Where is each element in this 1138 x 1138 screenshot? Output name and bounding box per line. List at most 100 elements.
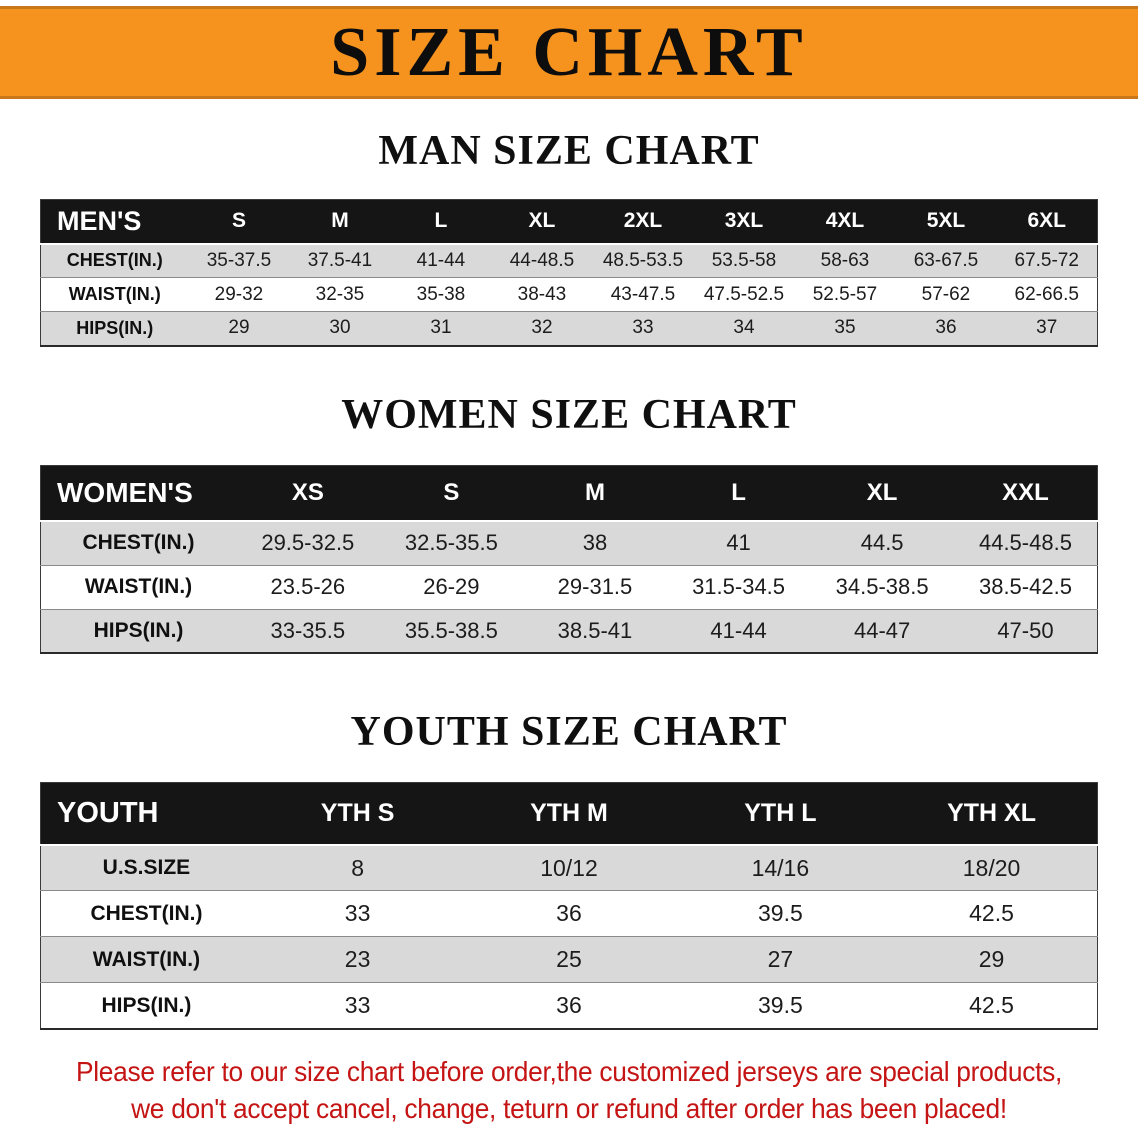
size-value-cell: 35-37.5 <box>206 249 272 271</box>
row-label: U.S.SIZE <box>102 856 191 880</box>
size-value-cell: 34 <box>733 317 755 339</box>
size-value-cell: 36 <box>556 992 582 1019</box>
size-value-cell: 38-43 <box>517 283 567 305</box>
size-column-header: XL <box>810 465 954 523</box>
size-column-header: S <box>379 465 524 523</box>
table-row: CHEST(IN.) 35-37.5 37.5-41 41-44 44-48.5 48.5… <box>40 243 1098 278</box>
size-value-cell: 36 <box>556 900 582 927</box>
table-row: HIPS(IN.) 33 36 39.5 42.5 <box>40 982 1098 1029</box>
size-value-cell: 38.5-42.5 <box>978 574 1072 600</box>
size-value-cell: 33 <box>344 900 371 927</box>
size-value-cell: 39.5 <box>757 992 803 1019</box>
size-chart-page: SIZE CHART MAN SIZE CHART MEN'S S M L XL 2XL 3… <box>0 6 1138 1125</box>
size-value-cell: 29-31.5 <box>557 574 633 600</box>
row-label: CHEST(IN.) <box>90 901 203 925</box>
size-column-header: YTH M <box>463 782 675 846</box>
size-column-header: L <box>666 465 811 523</box>
table-header-row: WOMEN'S XS S M L XL XXL <box>40 465 1098 523</box>
size-column-header: 2XL <box>592 199 694 245</box>
size-value-cell: 44.5-48.5 <box>978 530 1072 556</box>
men-section-heading: MAN SIZE CHART <box>378 128 760 174</box>
size-value-cell: 8 <box>351 854 364 881</box>
size-value-cell: 48.5-53.5 <box>602 249 684 271</box>
size-column-header: 4XL <box>794 199 896 245</box>
size-value-cell: 30 <box>329 317 351 339</box>
section-men: MAN SIZE CHART MEN'S S M L XL 2XL 3XL 4XL 5XL 6XL… <box>0 129 1138 347</box>
page-title: SIZE CHART <box>330 13 808 91</box>
size-column-header: 5XL <box>895 199 997 245</box>
size-value-cell: 42.5 <box>969 992 1014 1019</box>
table-header-row: YOUTH YTH S YTH M YTH L YTH XL <box>40 782 1098 846</box>
size-value-cell: 35 <box>834 317 856 339</box>
size-value-cell: 41 <box>726 530 751 556</box>
size-column-header: 3XL <box>693 199 795 245</box>
notice-line-2: we don't accept cancel, change, teturn o… <box>131 1092 1007 1124</box>
size-value-cell: 63-67.5 <box>913 249 979 271</box>
size-value-cell: 38 <box>582 530 608 556</box>
size-value-cell: 35.5-38.5 <box>404 617 498 643</box>
size-value-cell: 44-48.5 <box>509 249 575 271</box>
row-label: WAIST(IN.) <box>92 947 201 971</box>
table-row: WAIST(IN.) 23.5-26 26-29 29-31.5 31.5-34.5 34… <box>40 565 1098 609</box>
size-value-cell: 29 <box>228 317 250 339</box>
section-women: WOMEN SIZE CHART WOMEN'S XS S M L XL XXL CHEST(… <box>0 392 1138 655</box>
size-column-header: XS <box>236 465 380 523</box>
size-column-header: XL <box>491 199 593 245</box>
size-column-header: XXL <box>953 465 1098 523</box>
row-label: HIPS(IN.) <box>76 317 154 338</box>
size-value-cell: 31.5-34.5 <box>692 574 786 600</box>
banner: SIZE CHART <box>0 6 1138 99</box>
notice-line-1: Please refer to our size chart before or… <box>75 1055 1063 1087</box>
size-value-cell: 23.5-26 <box>270 574 346 600</box>
size-value-cell: 53.5-58 <box>711 249 777 271</box>
size-value-cell: 47.5-52.5 <box>703 283 785 305</box>
size-value-cell: 32.5-35.5 <box>404 530 498 556</box>
size-value-cell: 57-62 <box>921 283 971 305</box>
size-value-cell: 27 <box>767 946 794 973</box>
table-row: HIPS(IN.) 33-35.5 35.5-38.5 38.5-41 41-44 44-… <box>40 609 1098 654</box>
size-value-cell: 39.5 <box>757 900 803 927</box>
size-value-cell: 62-66.5 <box>1014 283 1079 305</box>
size-column-header: L <box>390 199 492 245</box>
row-label: HIPS(IN.) <box>101 993 192 1017</box>
row-label: CHEST(IN.) <box>66 250 163 271</box>
table-row: CHEST(IN.) 33 36 39.5 42.5 <box>40 890 1098 937</box>
size-value-cell: 35-38 <box>416 283 466 305</box>
table-row: HIPS(IN.) 29 30 31 32 33 34 35 36 37 <box>40 311 1098 346</box>
size-value-cell: 41-44 <box>416 249 466 271</box>
size-value-cell: 38.5-41 <box>557 617 633 643</box>
size-value-cell: 29.5-32.5 <box>261 530 355 556</box>
size-value-cell: 14/16 <box>751 854 810 881</box>
table-title-cell: WOMEN'S <box>40 465 237 523</box>
table-title-cell: YOUTH <box>40 782 252 846</box>
table-row: CHEST(IN.) 29.5-32.5 32.5-35.5 38 41 44.5 44.5… <box>40 521 1098 566</box>
size-value-cell: 44-47 <box>853 617 911 643</box>
size-column-header: YTH S <box>251 782 464 846</box>
row-label: WAIST(IN.) <box>68 284 161 305</box>
size-column-header: 6XL <box>996 199 1098 245</box>
size-value-cell: 32 <box>531 317 553 339</box>
size-value-cell: 31 <box>430 317 452 339</box>
size-value-cell: 34.5-38.5 <box>835 574 929 600</box>
size-value-cell: 23 <box>344 946 371 973</box>
size-value-cell: 33-35.5 <box>270 617 346 643</box>
table-title-cell: MEN'S <box>40 199 189 245</box>
size-value-cell: 10/12 <box>540 854 598 881</box>
size-value-cell: 37 <box>1036 317 1058 339</box>
table-row: WAIST(IN.) 29-32 32-35 35-38 38-43 43-47.5 47.… <box>40 277 1098 312</box>
size-value-cell: 33 <box>344 992 371 1019</box>
size-value-cell: 29-32 <box>214 283 264 305</box>
row-label: HIPS(IN.) <box>93 618 184 642</box>
size-value-cell: 26-29 <box>423 574 480 600</box>
size-value-cell: 37.5-41 <box>307 249 373 271</box>
size-value-cell: 41-44 <box>710 617 767 643</box>
size-value-cell: 33 <box>632 317 654 339</box>
size-value-cell: 25 <box>556 946 582 973</box>
section-youth: YOUTH SIZE CHART YOUTH YTH S YTH M YTH L YTH… <box>0 710 1138 1030</box>
size-value-cell: 18/20 <box>962 854 1021 881</box>
size-value-cell: 43-47.5 <box>610 283 676 305</box>
footer-notice: Please refer to our size chart before or… <box>0 1056 1138 1125</box>
size-value-cell: 42.5 <box>969 900 1014 927</box>
size-column-header: M <box>523 465 667 523</box>
size-column-header: M <box>289 199 391 245</box>
